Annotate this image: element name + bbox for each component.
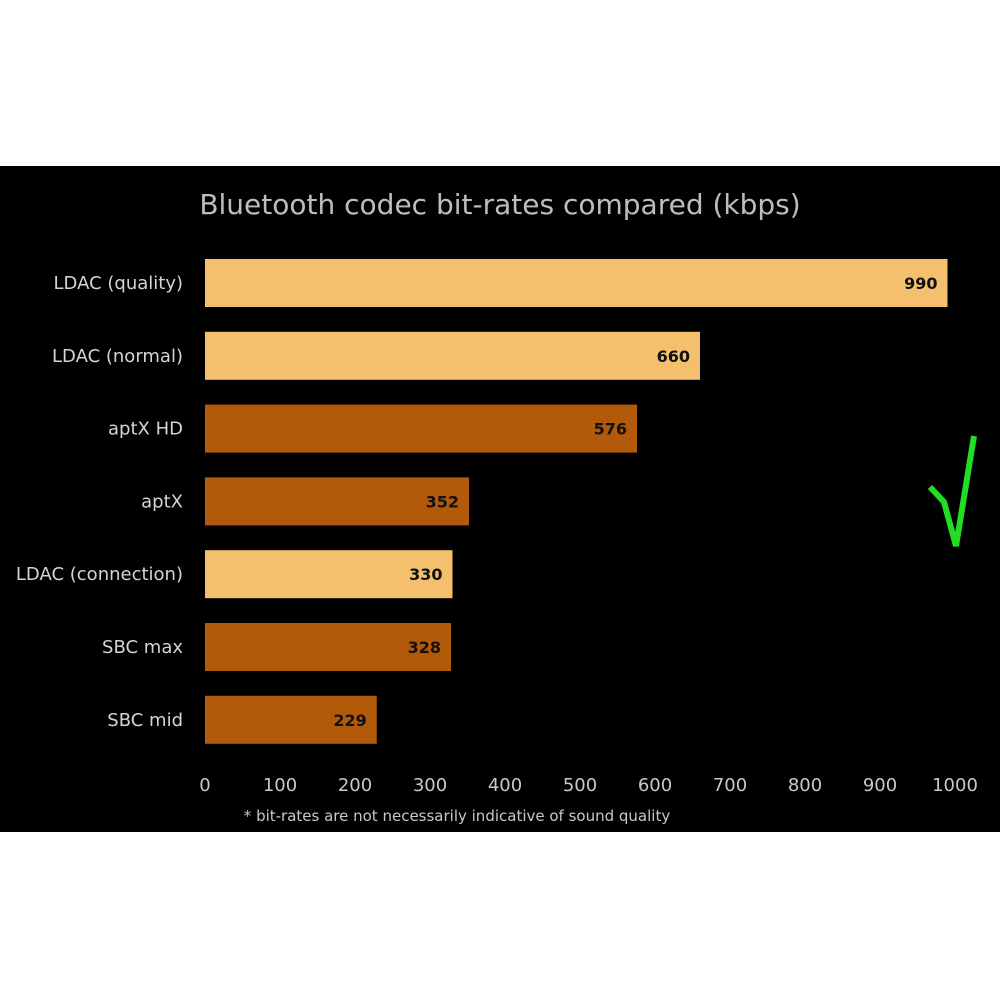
bar-0 bbox=[205, 259, 948, 307]
x-tick-label: 800 bbox=[788, 775, 822, 796]
x-tick-label: 400 bbox=[488, 775, 522, 796]
footnote: * bit-rates are not necessarily indicati… bbox=[244, 807, 671, 825]
x-tick-label: 100 bbox=[263, 775, 297, 796]
bar-chart: Bluetooth codec bit-rates compared (kbps… bbox=[16, 188, 978, 825]
bars-layer: LDAC (quality) 990 LDAC (normal) 660 aptX HD… bbox=[16, 259, 948, 744]
x-tick-label: 300 bbox=[413, 775, 447, 796]
category-label: LDAC (normal) bbox=[52, 346, 183, 367]
data-label: 229 bbox=[333, 711, 366, 730]
category-label: SBC mid bbox=[107, 710, 183, 731]
data-label: 330 bbox=[409, 565, 442, 584]
x-tick-label: 200 bbox=[338, 775, 372, 796]
data-label: 660 bbox=[657, 347, 690, 366]
bar-6 bbox=[205, 695, 377, 744]
bar-1 bbox=[205, 331, 700, 380]
x-tick-label: 700 bbox=[713, 775, 747, 796]
x-axis-ticks: 0 100 200 300 400 500 600 700 800 900 1000 bbox=[199, 775, 978, 796]
category-label: aptX bbox=[141, 491, 183, 512]
chart-title: Bluetooth codec bit-rates compared (kbps… bbox=[199, 188, 800, 221]
category-label: LDAC (connection) bbox=[16, 564, 183, 585]
checkmark-icon bbox=[927, 435, 977, 547]
chart-frame: Bluetooth codec bit-rates compared (kbps… bbox=[0, 166, 1000, 832]
bar-4 bbox=[205, 550, 453, 599]
x-tick-label: 900 bbox=[863, 775, 897, 796]
x-tick-label: 600 bbox=[638, 775, 672, 796]
data-label: 576 bbox=[594, 420, 627, 439]
x-tick-label: 1000 bbox=[932, 775, 978, 796]
x-tick-label: 500 bbox=[563, 775, 597, 796]
bar-3 bbox=[205, 477, 469, 526]
category-label: LDAC (quality) bbox=[54, 273, 183, 294]
data-label: 990 bbox=[904, 274, 937, 293]
bar-2 bbox=[205, 404, 637, 453]
category-label: SBC max bbox=[102, 637, 183, 658]
data-label: 328 bbox=[408, 638, 441, 657]
bar-5 bbox=[205, 623, 451, 671]
data-label: 352 bbox=[426, 492, 459, 511]
x-tick-label: 0 bbox=[199, 775, 210, 796]
category-label: aptX HD bbox=[108, 419, 183, 440]
